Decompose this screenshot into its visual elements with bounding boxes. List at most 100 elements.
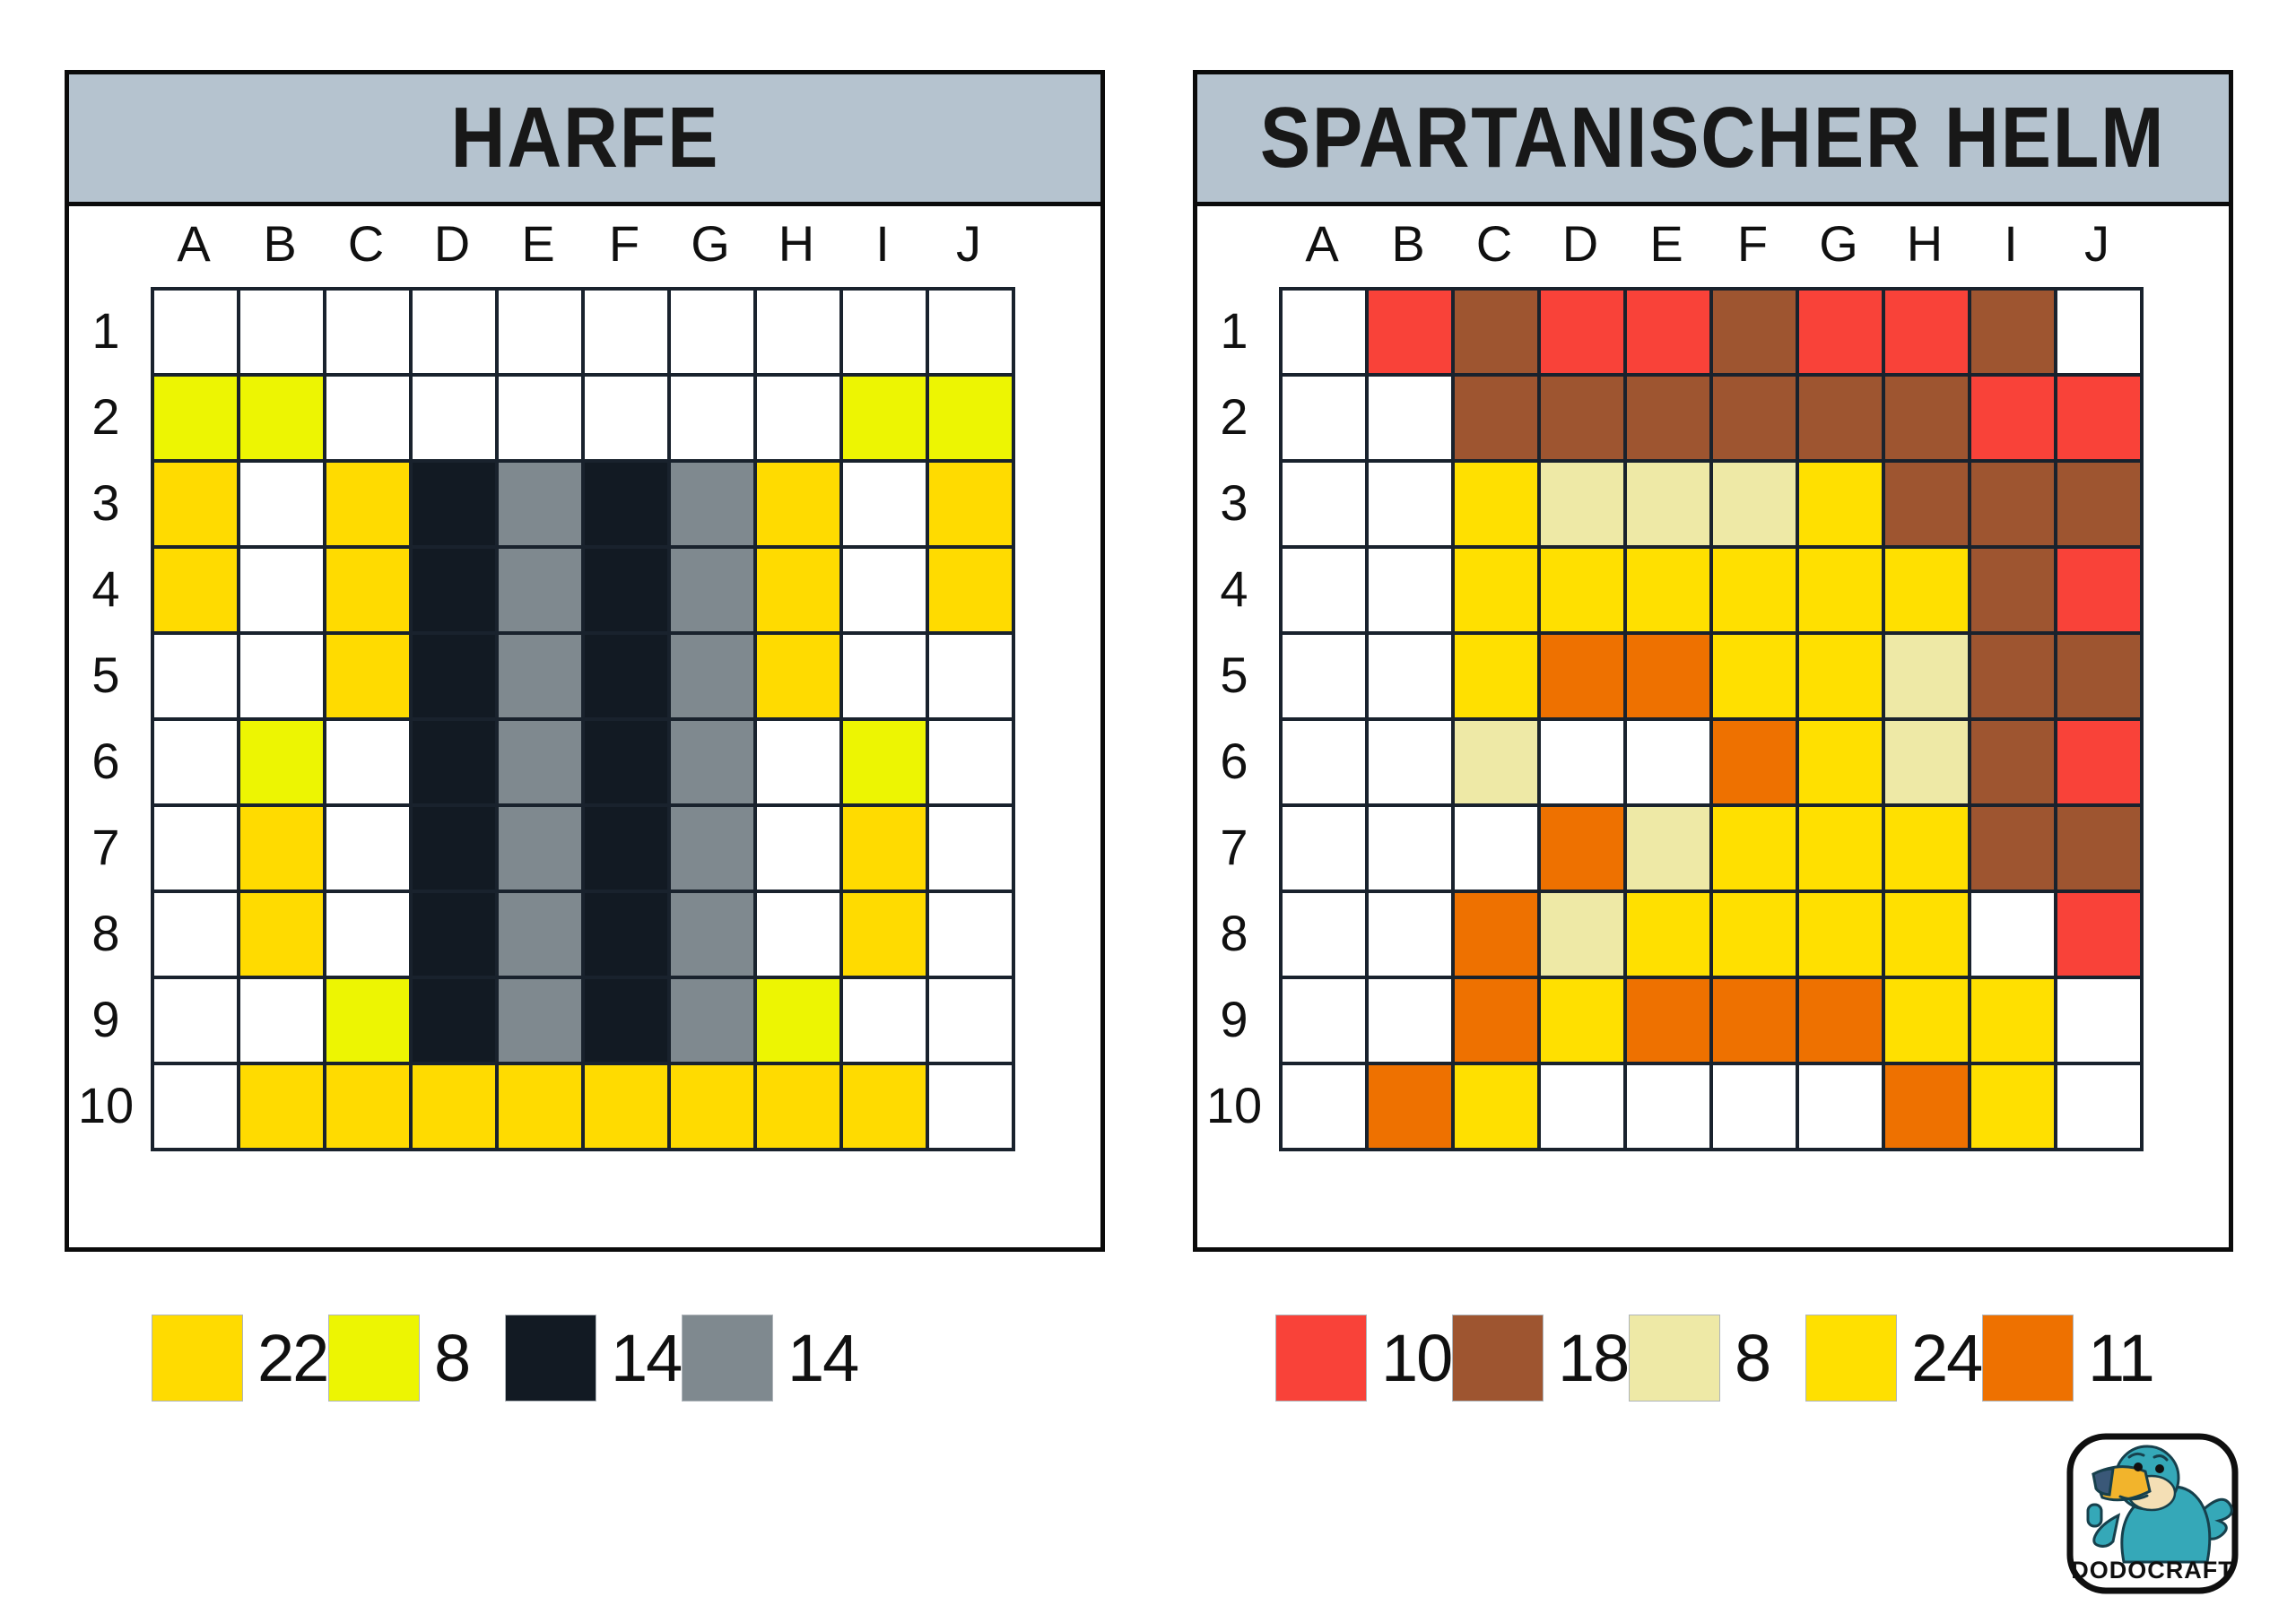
- cell-E9: [1625, 977, 1711, 1063]
- row-header-2: 2: [91, 387, 120, 445]
- cell-D3: [1539, 461, 1625, 547]
- cell-I5: [841, 633, 927, 719]
- cell-B5: [1367, 633, 1453, 719]
- card-helm-title: SPARTANISCHER HELM: [1260, 90, 2166, 186]
- cell-H9: [755, 977, 841, 1063]
- cell-G8: [669, 891, 755, 977]
- cell-D4: [1539, 547, 1625, 633]
- cell-J4: [2056, 547, 2142, 633]
- cell-I6: [841, 719, 927, 805]
- row-header-9: 9: [1220, 990, 1248, 1047]
- cell-I10: [1970, 1063, 2056, 1150]
- legend-item: 14: [506, 1315, 683, 1401]
- cell-F1: [1711, 289, 1797, 375]
- cell-E6: [497, 719, 583, 805]
- cell-J6: [2056, 719, 2142, 805]
- cell-G9: [1797, 977, 1883, 1063]
- cell-I2: [1970, 375, 2056, 461]
- row-header-10: 10: [77, 1076, 135, 1133]
- cell-D1: [1539, 289, 1625, 375]
- cell-J9: [927, 977, 1013, 1063]
- cell-D9: [1539, 977, 1625, 1063]
- col-header-C: C: [347, 214, 385, 272]
- cell-A3: [152, 461, 239, 547]
- logo-dodo-brow-left: [2127, 1452, 2145, 1459]
- cell-F7: [583, 805, 669, 891]
- logo-dodo-brow-right: [2152, 1454, 2169, 1462]
- cell-I3: [1970, 461, 2056, 547]
- legend-item: 8: [329, 1315, 506, 1401]
- cell-C5: [1453, 633, 1539, 719]
- legend-item: 10: [1276, 1315, 1453, 1401]
- cell-H5: [755, 633, 841, 719]
- cell-G5: [1797, 633, 1883, 719]
- logo-dodo-eye-left: [2134, 1462, 2143, 1471]
- cell-H3: [1883, 461, 1970, 547]
- cell-A8: [1281, 891, 1367, 977]
- cell-F5: [583, 633, 669, 719]
- cell-F1: [583, 289, 669, 375]
- logo-dodo-arm: [2092, 1513, 2121, 1548]
- cell-I10: [841, 1063, 927, 1150]
- cell-D5: [1539, 633, 1625, 719]
- cell-J9: [2056, 977, 2142, 1063]
- cell-B2: [1367, 375, 1453, 461]
- col-header-H: H: [778, 214, 815, 272]
- cell-A2: [152, 375, 239, 461]
- legend-swatch: [1806, 1315, 1896, 1401]
- cell-E1: [497, 289, 583, 375]
- cell-J6: [927, 719, 1013, 805]
- legend-count: 24: [1911, 1321, 1983, 1395]
- cell-A1: [1281, 289, 1367, 375]
- cell-E10: [497, 1063, 583, 1150]
- cell-C8: [325, 891, 411, 977]
- legend-helm: 10 18 8 24 11: [1276, 1315, 2160, 1401]
- cell-D9: [411, 977, 497, 1063]
- cell-D5: [411, 633, 497, 719]
- row-header-3: 3: [91, 473, 120, 531]
- cell-C4: [325, 547, 411, 633]
- row-header-10: 10: [1205, 1076, 1263, 1133]
- cell-D10: [411, 1063, 497, 1150]
- cell-B3: [1367, 461, 1453, 547]
- row-header-4: 4: [1220, 560, 1248, 617]
- cell-J7: [2056, 805, 2142, 891]
- logo-dodo-eye-right: [2155, 1464, 2164, 1473]
- col-header-H: H: [1906, 214, 1944, 272]
- cell-D2: [1539, 375, 1625, 461]
- cell-A4: [152, 547, 239, 633]
- col-header-A: A: [177, 214, 211, 272]
- cell-A6: [1281, 719, 1367, 805]
- cell-I9: [1970, 977, 2056, 1063]
- cell-E9: [497, 977, 583, 1063]
- card-helm-titlebar: SPARTANISCHER HELM: [1197, 74, 2229, 206]
- col-header-B: B: [263, 214, 297, 272]
- cell-F7: [1711, 805, 1797, 891]
- cell-D6: [411, 719, 497, 805]
- cell-G8: [1797, 891, 1883, 977]
- cell-E3: [1625, 461, 1711, 547]
- legend-count: 14: [611, 1321, 683, 1395]
- cell-H9: [1883, 977, 1970, 1063]
- legend-harfe: 22 8 14 14: [152, 1315, 859, 1401]
- cell-E4: [497, 547, 583, 633]
- cell-G2: [669, 375, 755, 461]
- cell-E5: [1625, 633, 1711, 719]
- cell-I8: [1970, 891, 2056, 977]
- cell-F4: [1711, 547, 1797, 633]
- cell-H3: [755, 461, 841, 547]
- cell-A9: [152, 977, 239, 1063]
- row-header-6: 6: [1220, 732, 1248, 789]
- cell-E10: [1625, 1063, 1711, 1150]
- cell-A5: [1281, 633, 1367, 719]
- cell-G5: [669, 633, 755, 719]
- cell-D7: [411, 805, 497, 891]
- col-header-A: A: [1305, 214, 1339, 272]
- cell-A2: [1281, 375, 1367, 461]
- col-header-E: E: [1649, 214, 1683, 272]
- cell-H1: [1883, 289, 1970, 375]
- cell-J10: [927, 1063, 1013, 1150]
- card-helm-row-labels: 1 2 3 4 5 6 7 8 9 10: [1197, 287, 1271, 1148]
